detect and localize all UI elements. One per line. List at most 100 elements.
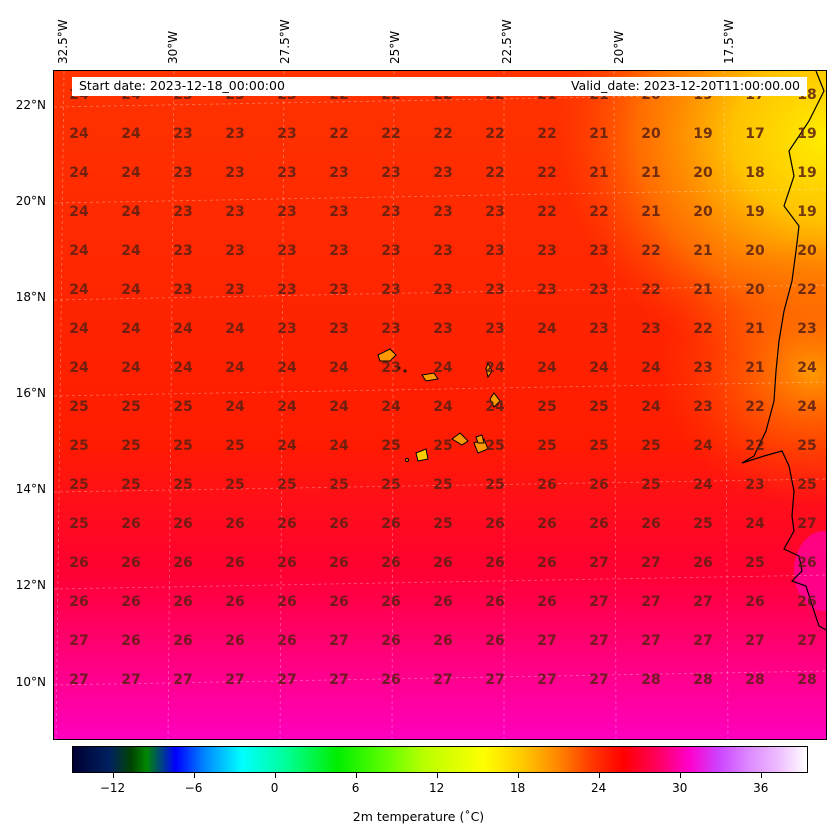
grid-value: 23 bbox=[329, 243, 349, 259]
colorbar-tick bbox=[598, 773, 600, 778]
grid-value: 18 bbox=[745, 165, 765, 181]
grid-value: 26 bbox=[485, 633, 505, 649]
grid-value: 19 bbox=[745, 204, 765, 220]
grid-value: 23 bbox=[589, 282, 609, 298]
grid-value: 24 bbox=[121, 243, 141, 259]
grid-value: 24 bbox=[693, 477, 713, 493]
grid-value: 26 bbox=[797, 594, 817, 610]
grid-value: 26 bbox=[693, 555, 713, 571]
grid-value: 24 bbox=[433, 399, 453, 415]
grid-value: 24 bbox=[641, 399, 661, 415]
grid-value: 26 bbox=[433, 555, 453, 571]
grid-value: 24 bbox=[69, 126, 89, 142]
grid-value: 24 bbox=[329, 360, 349, 376]
grid-value: 26 bbox=[277, 516, 297, 532]
grid-value: 22 bbox=[433, 126, 453, 142]
grid-value: 20 bbox=[693, 204, 713, 220]
grid-value: 25 bbox=[69, 438, 89, 454]
grid-value: 24 bbox=[433, 360, 453, 376]
grid-value: 25 bbox=[433, 516, 453, 532]
grid-value: 26 bbox=[381, 633, 401, 649]
grid-value: 23 bbox=[381, 204, 401, 220]
grid-value: 22 bbox=[537, 204, 557, 220]
grid-value: 23 bbox=[225, 243, 245, 259]
latitude-tick-label: 14°N bbox=[15, 482, 46, 496]
grid-value: 26 bbox=[173, 555, 193, 571]
grid-value: 26 bbox=[485, 516, 505, 532]
grid-value: 24 bbox=[121, 360, 141, 376]
grid-value: 25 bbox=[173, 399, 193, 415]
grid-value: 27 bbox=[485, 672, 505, 688]
latitude-tick-label: 22°N bbox=[15, 98, 46, 112]
colorbar-tick-label: 6 bbox=[351, 781, 360, 795]
grid-value: 28 bbox=[745, 672, 765, 688]
grid-value: 26 bbox=[69, 555, 89, 571]
latitude-tick-label: 16°N bbox=[15, 386, 46, 400]
grid-value: 26 bbox=[485, 594, 505, 610]
grid-value: 20 bbox=[693, 165, 713, 181]
grid-value: 27 bbox=[589, 594, 609, 610]
grid-value: 24 bbox=[641, 360, 661, 376]
grid-value: 23 bbox=[485, 321, 505, 337]
grid-value: 23 bbox=[381, 321, 401, 337]
grid-value: 20 bbox=[745, 282, 765, 298]
grid-value: 23 bbox=[693, 360, 713, 376]
grid-value: 23 bbox=[589, 243, 609, 259]
grid-value: 27 bbox=[537, 633, 557, 649]
grid-value: 21 bbox=[641, 165, 661, 181]
grid-value: 24 bbox=[173, 360, 193, 376]
grid-value: 21 bbox=[589, 165, 609, 181]
grid-value: 27 bbox=[121, 672, 141, 688]
grid-value: 26 bbox=[225, 555, 245, 571]
grid-value: 22 bbox=[537, 165, 557, 181]
longitude-tick-label: 20°W bbox=[612, 30, 626, 64]
longitude-tick-label: 22.5°W bbox=[500, 19, 514, 64]
temperature-map: 24 24 23 23 23 22 22 22 22 21 21 20 19 17 18 24 24 23 23 23… bbox=[53, 70, 827, 740]
grid-value: 25 bbox=[69, 477, 89, 493]
grid-value: 26 bbox=[537, 555, 557, 571]
colorbar-tick-label: −12 bbox=[99, 781, 126, 795]
grid-value: 24 bbox=[329, 438, 349, 454]
grid-value: 23 bbox=[277, 321, 297, 337]
grid-value: 24 bbox=[277, 438, 297, 454]
grid-value: 27 bbox=[693, 594, 713, 610]
grid-value: 25 bbox=[225, 438, 245, 454]
grid-value: 23 bbox=[433, 165, 453, 181]
grid-value: 25 bbox=[693, 516, 713, 532]
grid-value: 27 bbox=[641, 633, 661, 649]
grid-value: 28 bbox=[797, 672, 817, 688]
grid-value: 26 bbox=[121, 594, 141, 610]
grid-value: 23 bbox=[641, 321, 661, 337]
grid-value: 27 bbox=[589, 633, 609, 649]
grid-value: 25 bbox=[745, 555, 765, 571]
grid-value: 22 bbox=[485, 165, 505, 181]
grid-value: 23 bbox=[329, 204, 349, 220]
grid-value: 26 bbox=[589, 477, 609, 493]
grid-value: 28 bbox=[641, 672, 661, 688]
grid-value: 26 bbox=[277, 594, 297, 610]
grid-value: 26 bbox=[329, 516, 349, 532]
grid-value: 24 bbox=[69, 360, 89, 376]
grid-value: 25 bbox=[589, 438, 609, 454]
grid-value: 25 bbox=[797, 438, 817, 454]
grid-value: 23 bbox=[381, 282, 401, 298]
grid-value: 25 bbox=[173, 477, 193, 493]
grid-value: 26 bbox=[589, 516, 609, 532]
grid-value: 23 bbox=[589, 321, 609, 337]
grid-value: 20 bbox=[797, 243, 817, 259]
colorbar-tick bbox=[112, 773, 114, 778]
grid-value: 19 bbox=[797, 126, 817, 142]
colorbar-tick-label: 30 bbox=[672, 781, 688, 795]
grid-value: 21 bbox=[589, 126, 609, 142]
grid-value: 27 bbox=[433, 672, 453, 688]
grid-value: 24 bbox=[69, 243, 89, 259]
grid-value: 26 bbox=[225, 633, 245, 649]
grid-value: 23 bbox=[277, 204, 297, 220]
grid-value: 26 bbox=[173, 633, 193, 649]
grid-value: 23 bbox=[225, 126, 245, 142]
grid-value: 22 bbox=[589, 204, 609, 220]
grid-value: 26 bbox=[173, 516, 193, 532]
grid-value: 24 bbox=[537, 360, 557, 376]
grid-value: 24 bbox=[225, 360, 245, 376]
grid-value: 23 bbox=[173, 243, 193, 259]
